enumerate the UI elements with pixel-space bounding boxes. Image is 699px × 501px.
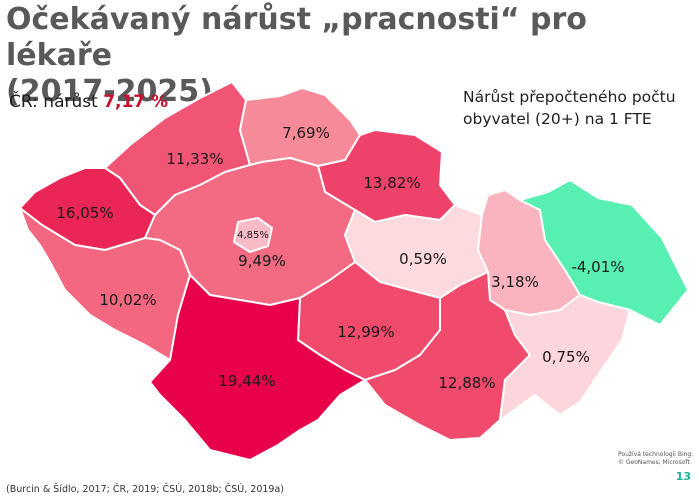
label-liberecky: 7,69% <box>282 124 330 142</box>
region-moravskoslezsky[interactable] <box>519 179 689 326</box>
map-credit: Používá technologii Bing. © GeoNames, Mi… <box>618 451 694 467</box>
label-moravskoslezsky: -4,01% <box>571 258 624 276</box>
credit-line-2: © GeoNames, Microsoft <box>618 459 690 466</box>
label-olomoucky: 3,18% <box>491 273 539 291</box>
title-line-1: Očekávaný nárůst „pracnosti“ pro lékaře <box>6 2 587 73</box>
map-note-line-1: Nárůst přepočteného počtu <box>463 88 676 106</box>
credit-line-1: Používá technologii Bing. <box>618 451 694 458</box>
label-karlovarsky: 16,05% <box>56 204 113 222</box>
label-jihocesky: 19,44% <box>218 372 275 390</box>
label-praha: 4,85% <box>237 230 269 241</box>
source-citation: (Burcin & Šídlo, 2017; ČR, 2019; ČSÚ, 20… <box>6 484 284 495</box>
national-growth: ČR: nárůst 7,17 % <box>9 92 168 112</box>
region-zlinsky[interactable] <box>499 294 631 421</box>
label-kralovehradecky: 13,82% <box>363 174 420 192</box>
label-stredocesky: 9,49% <box>238 252 286 270</box>
map-note-line-2: obyvatel (20+) na 1 FTE <box>463 110 652 128</box>
label-zlinsky: 0,75% <box>542 348 590 366</box>
national-growth-value: 7,17 % <box>103 92 169 112</box>
label-vysocina: 12,99% <box>337 323 394 341</box>
region-praha[interactable] <box>233 217 273 253</box>
label-plzensky: 10,02% <box>99 291 156 309</box>
national-growth-label: ČR: nárůst <box>9 92 98 112</box>
slide-number: 13 <box>675 470 691 483</box>
region-jihocesky[interactable] <box>149 274 366 461</box>
label-pardubicky: 0,59% <box>399 250 447 268</box>
region-jihomoravsky[interactable] <box>364 271 531 441</box>
map-note: Nárůst přepočteného počtu obyvatel (20+)… <box>463 86 693 130</box>
slide-title: Očekávaný nárůst „pracnosti“ pro lékaře … <box>6 2 606 110</box>
title-line-2: (2017-2025) <box>6 74 213 109</box>
label-jihomoravsky: 12,88% <box>438 374 495 392</box>
label-ustecky: 11,33% <box>166 150 223 168</box>
